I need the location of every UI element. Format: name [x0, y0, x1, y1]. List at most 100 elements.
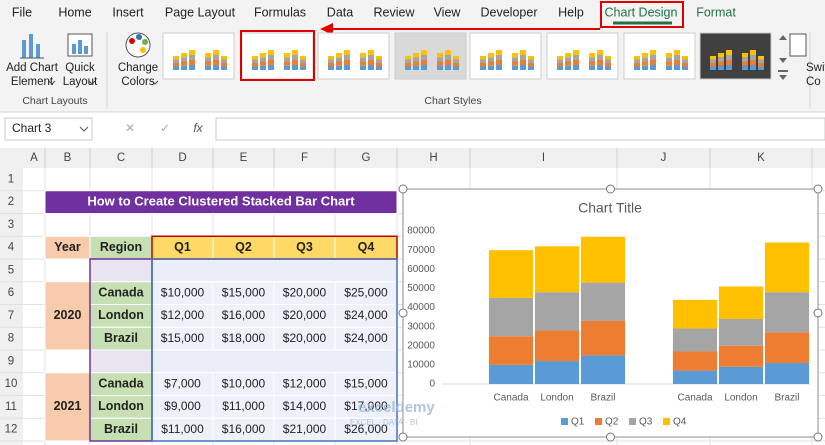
ribbon-button-label[interactable]: Swit	[806, 62, 825, 74]
thumbnail-bar	[360, 57, 366, 62]
thumbnail-bar	[742, 65, 748, 70]
thumbnail-bar	[573, 50, 579, 55]
column-header: H	[429, 152, 437, 164]
thumbnail-bar	[642, 57, 648, 62]
header-text: Q2	[235, 240, 252, 254]
resize-handle[interactable]	[813, 432, 823, 442]
thumbnail-bar	[344, 55, 350, 60]
range-outline	[151, 258, 398, 442]
row-header: 4	[8, 242, 15, 254]
bar-segment	[580, 236, 626, 283]
ribbon-button-label[interactable]: Quick	[65, 62, 95, 74]
resize-handle[interactable]	[398, 184, 408, 194]
thumbnail-bar	[674, 60, 680, 65]
ribbon-button-label[interactable]: Add Chart	[6, 62, 59, 74]
thumbnail-bar	[445, 60, 451, 65]
thumbnail-bar	[413, 53, 419, 58]
resize-handle[interactable]	[606, 432, 615, 442]
row-header: 8	[8, 333, 14, 345]
thumbnail-bar	[284, 65, 290, 70]
ribbon-button-label[interactable]: Co	[806, 76, 821, 88]
ribbon-tab[interactable]: Chart Design	[605, 5, 678, 19]
bar-segment	[672, 328, 718, 352]
thumbnail-bar	[173, 56, 179, 60]
name-box[interactable]	[4, 117, 93, 141]
thumbnail-bar	[205, 61, 211, 66]
thumbnail-bar	[189, 60, 195, 65]
bar-segment	[534, 292, 580, 331]
ribbon-tab[interactable]: Formulas	[254, 5, 306, 19]
thumbnail-bar	[344, 60, 350, 65]
row-header: 11	[5, 401, 17, 413]
thumbnail-bar	[726, 55, 732, 60]
bar-segment	[488, 297, 534, 337]
resize-handle[interactable]	[813, 184, 823, 194]
thumbnail-bar	[758, 59, 764, 63]
resize-handle[interactable]	[398, 308, 408, 318]
ribbon-tab[interactable]: Developer	[481, 5, 538, 19]
resize-handle[interactable]	[813, 308, 823, 318]
thumbnail-bar	[565, 61, 571, 66]
thumbnail-bar	[300, 63, 306, 67]
thumbnail-bar	[421, 65, 427, 70]
value-text: $26,000	[344, 422, 388, 436]
thumbnail-bar	[589, 65, 595, 70]
column-header-bar	[0, 148, 825, 168]
ribbon-tab[interactable]: Page Layout	[165, 5, 236, 19]
thumbnail-bar	[421, 60, 427, 65]
empty-cell	[89, 349, 153, 374]
resize-handle[interactable]	[398, 432, 408, 442]
x-tick-label: Canada	[677, 393, 712, 404]
x-tick-label: London	[540, 393, 573, 404]
bar-segment	[764, 332, 810, 363]
thumbnail-bar	[758, 66, 764, 70]
ribbon-tab[interactable]: Review	[374, 5, 416, 19]
thumbnail-bar	[496, 55, 502, 60]
thumbnail-bar	[292, 65, 298, 70]
header-text: Q4	[358, 240, 375, 254]
thumbnail-bar	[528, 59, 534, 63]
thumbnail-bar	[376, 63, 382, 67]
ribbon-button-label[interactable]: Colors	[121, 76, 154, 88]
thumbnail-bar	[710, 56, 716, 60]
thumbnail-bar	[252, 63, 258, 67]
year-text: 2021	[54, 399, 82, 413]
ribbon-tab[interactable]: File	[12, 5, 32, 19]
formula-input[interactable]	[215, 117, 825, 141]
thumbnail-bar	[650, 55, 656, 60]
thumbnail-bar	[605, 59, 611, 63]
ribbon-tab[interactable]: Help	[558, 5, 584, 19]
bar-segment	[580, 355, 626, 384]
y-tick-label: 50000	[407, 283, 435, 294]
thumbnail-bar	[453, 66, 459, 70]
thumbnail-bar	[300, 59, 306, 63]
thumbnail-bar	[718, 65, 724, 70]
thumbnail-bar	[589, 57, 595, 62]
thumbnail-bar	[453, 56, 459, 60]
thumbnail-bar	[181, 61, 187, 66]
ribbon-tab[interactable]: Home	[58, 5, 91, 19]
thumbnail-bar	[512, 61, 518, 66]
year-text: 2020	[54, 308, 82, 322]
thumbnail-bar	[284, 57, 290, 62]
y-tick-label: 60000	[407, 264, 435, 275]
name-box-text: Chart 3	[12, 121, 52, 135]
ribbon-tab[interactable]: Data	[327, 5, 353, 19]
thumbnail-bar	[520, 65, 526, 70]
bar-segment	[764, 292, 810, 333]
y-tick-label: 30000	[407, 321, 435, 332]
ribbon-button-label[interactable]: Layout	[63, 76, 98, 88]
thumbnail-bar	[405, 63, 411, 67]
ribbon-tab[interactable]: Insert	[112, 5, 144, 19]
resize-handle[interactable]	[606, 184, 615, 194]
ribbon-button-label[interactable]: Element	[11, 76, 54, 88]
thumbnail-bar	[336, 57, 342, 62]
sheet-title: How to Create Clustered Stacked Bar Char…	[87, 194, 355, 209]
bar-segment	[718, 345, 764, 367]
ribbon-tab[interactable]: View	[434, 5, 462, 19]
thumbnail-bar	[284, 61, 290, 66]
thumbnail-bar	[181, 65, 187, 70]
ribbon-button-label[interactable]: Change	[118, 62, 158, 74]
ribbon-tab[interactable]: Format	[696, 5, 736, 19]
column-header: B	[64, 152, 72, 164]
